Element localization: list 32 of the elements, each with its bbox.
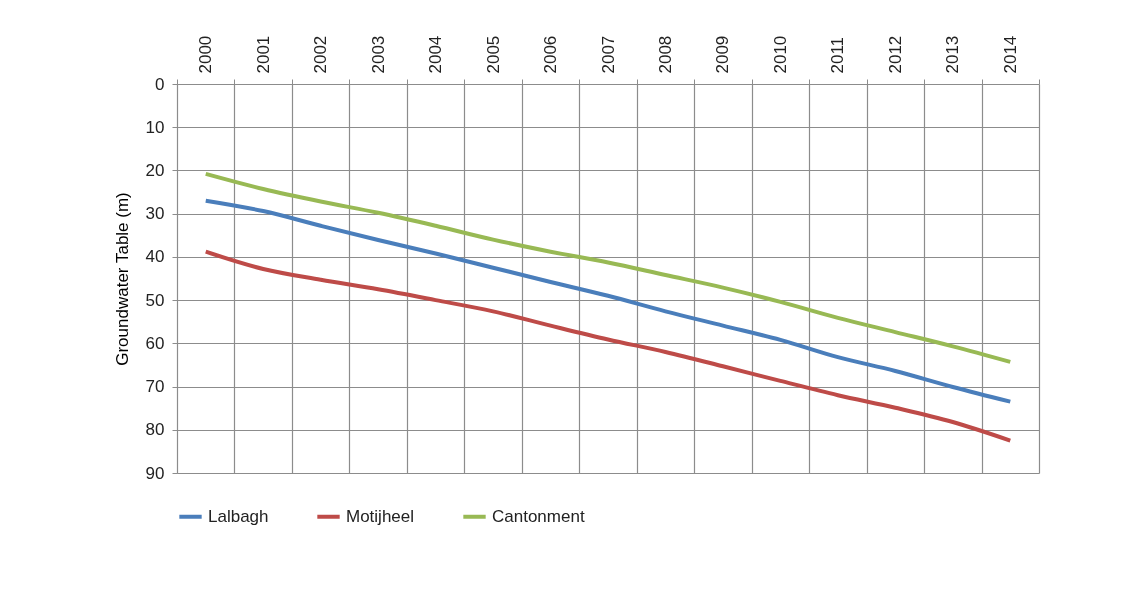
- legend-label: Cantonment: [492, 506, 585, 526]
- x-tick-label: 2000: [196, 35, 216, 74]
- y-tick-label: 70: [145, 377, 165, 397]
- y-tick-label: 50: [145, 290, 165, 310]
- x-tick-label: 2004: [426, 35, 446, 74]
- x-tick-label: 2006: [541, 35, 561, 74]
- x-tick-label: 2013: [943, 35, 963, 74]
- x-tick-label: 2008: [655, 35, 675, 74]
- x-tick-label: 2007: [598, 35, 618, 74]
- legend-label: Lalbagh: [208, 506, 269, 526]
- y-tick-label: 60: [145, 333, 165, 353]
- x-tick-label: 2011: [828, 36, 848, 74]
- x-tick-label: 2012: [885, 35, 905, 74]
- y-tick-label: 20: [145, 160, 165, 180]
- x-tick-label: 2005: [483, 35, 503, 74]
- x-tick-label: 2003: [368, 35, 388, 74]
- x-tick-label: 2001: [253, 35, 273, 74]
- x-tick-label: 2014: [1000, 35, 1020, 74]
- y-tick-label: 0: [155, 74, 165, 94]
- y-tick-label: 10: [145, 117, 165, 137]
- y-tick-label: 40: [145, 247, 165, 267]
- y-axis-title: Groundwater Table (m): [112, 192, 132, 366]
- legend-label: Motijheel: [346, 506, 415, 526]
- y-tick-label: 90: [145, 463, 165, 483]
- y-tick-label: 30: [145, 204, 165, 224]
- line-series: [203, 249, 1013, 443]
- x-tick-label: 2009: [713, 35, 733, 74]
- x-tick-label: 2002: [311, 35, 331, 74]
- y-tick-label: 80: [145, 420, 165, 440]
- x-tick-label: 2010: [770, 35, 790, 74]
- line-series: [203, 198, 1013, 404]
- line-series: [203, 171, 1013, 364]
